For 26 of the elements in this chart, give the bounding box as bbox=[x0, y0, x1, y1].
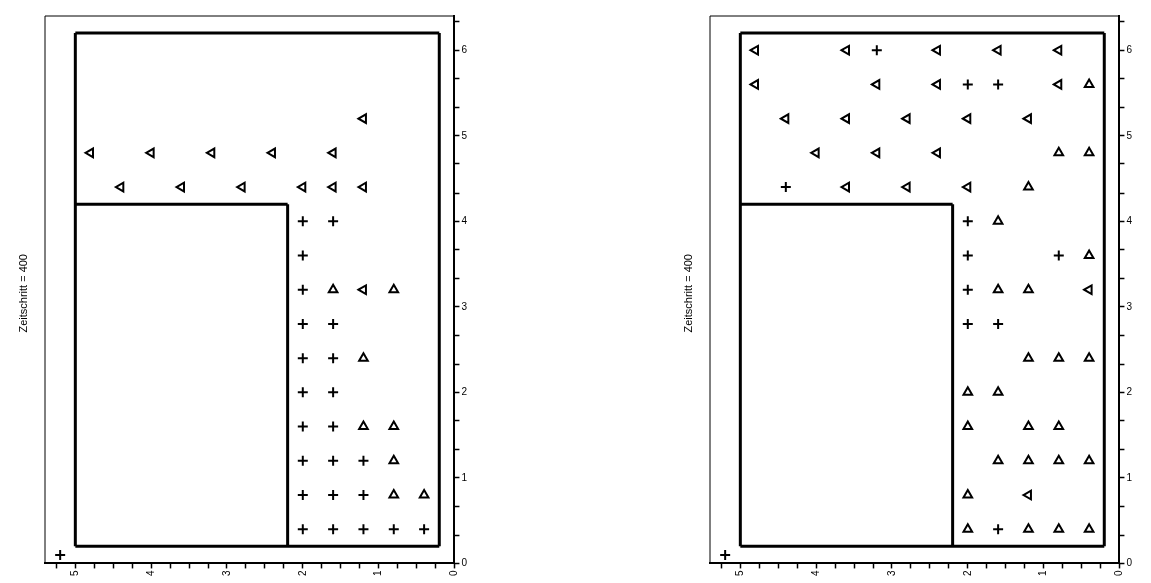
x-tick-label: 2 bbox=[961, 570, 973, 576]
x-tick-label: 0 bbox=[1113, 570, 1125, 576]
text: Zeitschritt = 400 bbox=[17, 253, 29, 333]
x-tick-label: 4 bbox=[809, 570, 821, 576]
x-tick-label: 1 bbox=[372, 570, 384, 576]
x-tick-label: 1 bbox=[1037, 570, 1049, 576]
x-tick-label: 3 bbox=[220, 570, 232, 576]
y-tick-label: 5 bbox=[461, 129, 468, 141]
x-tick-label: 3 bbox=[885, 570, 897, 576]
x-tick-label: 5 bbox=[69, 570, 81, 576]
y-tick-label: 4 bbox=[461, 215, 468, 227]
y-tick-label: 6 bbox=[1126, 43, 1133, 55]
y-tick-label: 3 bbox=[461, 300, 468, 312]
y-tick-label: 3 bbox=[1126, 300, 1133, 312]
x-tick-label: 2 bbox=[296, 570, 308, 576]
x-tick-label: 4 bbox=[144, 570, 156, 576]
x-tick-label: 0 bbox=[448, 570, 460, 576]
x-tick-label: 5 bbox=[734, 570, 746, 576]
y-tick-label: 1 bbox=[1126, 471, 1133, 483]
y-tick-label: 4 bbox=[1126, 215, 1133, 227]
y-tick-label: 1 bbox=[461, 471, 468, 483]
y-tick-label: 5 bbox=[1126, 129, 1133, 141]
y-tick-label: 6 bbox=[461, 43, 468, 55]
text: Zeitschritt = 400 bbox=[682, 253, 694, 333]
y-tick-label: 2 bbox=[1126, 386, 1133, 398]
y-tick-label: 2 bbox=[461, 386, 468, 398]
